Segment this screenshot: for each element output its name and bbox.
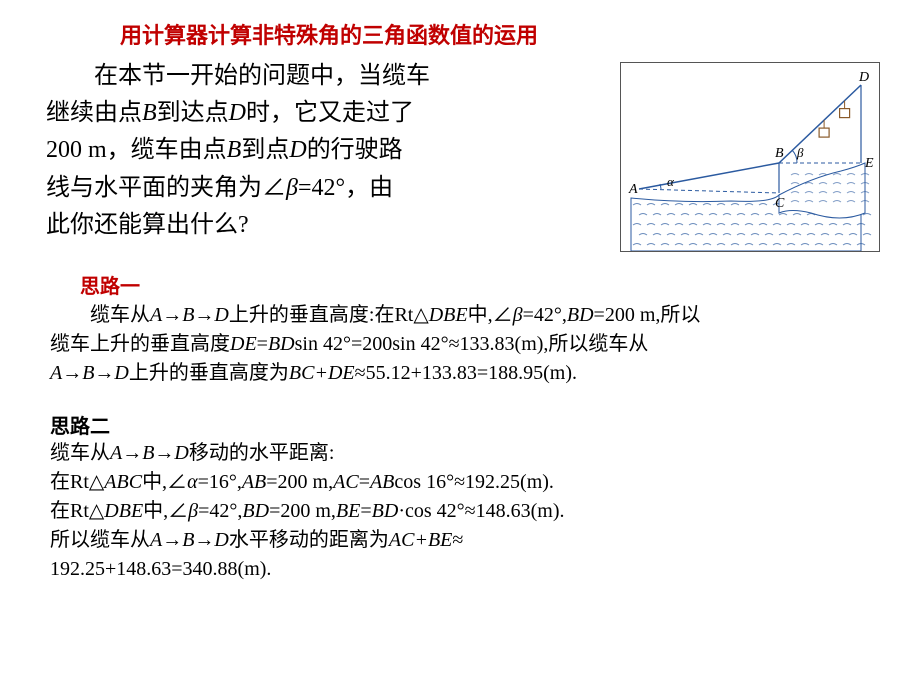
- t: =: [257, 333, 268, 355]
- t: 在Rt△: [50, 471, 104, 493]
- approach-2-body: 缆车从A→B→D移动的水平距离: 在Rt△ABC中,∠α=16°,AB=200 …: [50, 439, 880, 584]
- t: 水平移动的距离为: [229, 529, 389, 551]
- t: 移动的水平距离:: [189, 442, 335, 464]
- t: DE: [230, 333, 257, 355]
- p-l3c: 的行驶路: [307, 137, 403, 163]
- t: AC+BE: [389, 529, 453, 551]
- t: A→B→D: [110, 442, 189, 464]
- p-D1: D: [229, 100, 246, 126]
- approach-1-label: 思路一: [80, 270, 880, 299]
- t: =: [359, 471, 370, 493]
- t: 在Rt△: [50, 500, 104, 522]
- diagram: A B C D Eα β: [620, 62, 880, 252]
- t: =200 m,所以: [594, 304, 701, 326]
- p-l2c: 时，它又走过了: [246, 100, 414, 126]
- t: =200 m,: [266, 471, 333, 493]
- t: 缆车从: [90, 304, 150, 326]
- t: BC+DE: [289, 362, 355, 384]
- approach-2: 思路二 缆车从A→B→D移动的水平距离: 在Rt△ABC中,∠α=16°,AB=…: [50, 410, 880, 584]
- approach-2-label: 思路二: [50, 410, 880, 439]
- problem-row: 在本节一开始的问题中，当缆车 继续由点B到达点D时，它又走过了 200 m，缆车…: [70, 58, 880, 252]
- t: 缆车从: [50, 442, 110, 464]
- p-l2b: 到达点: [157, 100, 229, 126]
- t: 中,∠: [142, 471, 187, 493]
- t: ABC: [104, 471, 142, 493]
- p-l2a: 继续由点: [46, 100, 142, 126]
- t: BD: [567, 304, 594, 326]
- t: A→B→D: [50, 362, 129, 384]
- t: ·cos 42°≈148.63(m).: [398, 500, 564, 522]
- t: sin 42°=200sin 42°≈133.83(m),所以缆车从: [295, 333, 649, 355]
- p-l3a: 200 m，缆车由点: [46, 137, 227, 163]
- t: A→B→D: [150, 529, 229, 551]
- t: ≈: [452, 529, 463, 551]
- t: =42°,: [523, 304, 567, 326]
- p-D2: D: [289, 137, 306, 163]
- t: cos 16°≈192.25(m).: [394, 471, 554, 493]
- t: β: [513, 304, 523, 326]
- problem-text: 在本节一开始的问题中，当缆车 继续由点B到达点D时，它又走过了 200 m，缆车…: [70, 58, 602, 244]
- t: 192.25+148.63=340.88(m).: [50, 558, 271, 580]
- p-l1: 在本节一开始的问题中，当缆车: [94, 63, 430, 89]
- p-l5: 此你还能算出什么?: [46, 212, 249, 238]
- t: ≈55.12+133.83=188.95(m).: [355, 362, 577, 384]
- t: BD: [268, 333, 295, 355]
- t: A→B→D: [150, 304, 229, 326]
- t: AB: [242, 471, 266, 493]
- t: β: [188, 500, 198, 522]
- t: AC: [333, 471, 359, 493]
- t: =42°,: [198, 500, 242, 522]
- t: BE: [336, 500, 360, 522]
- t: =16°,: [198, 471, 242, 493]
- t: BD: [242, 500, 269, 522]
- t: BD: [372, 500, 399, 522]
- p-B2: B: [227, 137, 242, 163]
- p-beta: β: [286, 175, 298, 201]
- svg-text:E: E: [864, 156, 874, 171]
- t: 中,∠: [468, 304, 513, 326]
- svg-text:B: B: [775, 146, 784, 161]
- t: 中,∠: [143, 500, 188, 522]
- t: =: [360, 500, 371, 522]
- t: AB: [370, 471, 394, 493]
- t: 缆车上升的垂直高度: [50, 333, 230, 355]
- svg-text:α: α: [667, 174, 675, 189]
- approach-1-body: 缆车从A→B→D上升的垂直高度:在Rt△DBE中,∠β=42°,BD=200 m…: [50, 301, 880, 388]
- t: 上升的垂直高度为: [129, 362, 289, 384]
- p-l4b: =42°，由: [298, 175, 393, 201]
- svg-text:D: D: [858, 70, 869, 85]
- svg-text:A: A: [628, 182, 638, 197]
- svg-text:β: β: [796, 145, 804, 160]
- t: α: [187, 471, 198, 493]
- t: DBE: [429, 304, 468, 326]
- p-l3b: 到点: [241, 137, 289, 163]
- t: =200 m,: [269, 500, 336, 522]
- page-title: 用计算器计算非特殊角的三角函数值的运用: [120, 18, 880, 50]
- svg-text:C: C: [775, 196, 785, 211]
- t: DBE: [104, 500, 143, 522]
- p-B1: B: [142, 100, 157, 126]
- t: 上升的垂直高度:在Rt△: [229, 304, 429, 326]
- p-l4a: 线与水平面的夹角为∠: [46, 175, 286, 201]
- t: 所以缆车从: [50, 529, 150, 551]
